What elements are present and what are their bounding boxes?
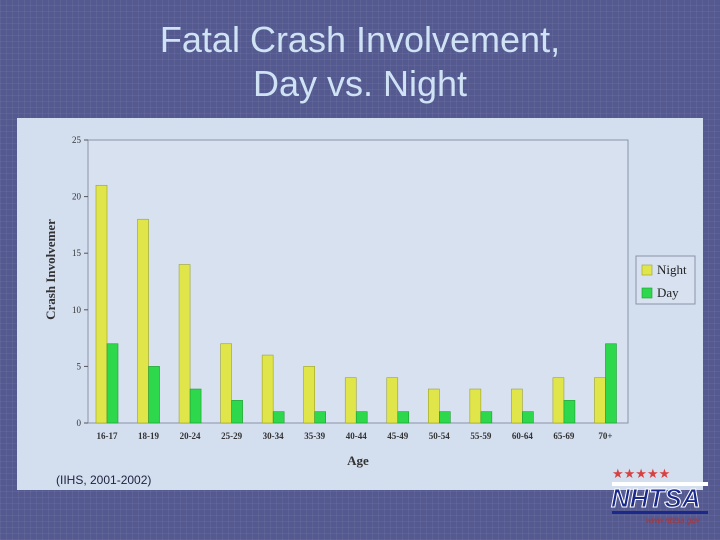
title-line-1: Fatal Crash Involvement, [159,19,561,60]
x-tick-label: 30-34 [263,431,284,441]
slide-title: Fatal Crash Involvement, Day vs. Night [0,18,720,106]
legend-swatch-day [641,287,653,299]
logo-stars-icon: ★★★★★ [612,467,670,482]
bar-day [397,411,410,424]
logo-stripe [612,482,708,486]
bar-day [605,343,617,424]
x-tick-label: 40-44 [346,431,367,441]
bar-night [178,264,191,424]
bar-night [428,388,440,424]
bar-day [106,343,119,424]
nhtsa-logo: ★★★★★ NHTSA www.nhtsa.gov [608,466,712,528]
y-tick-label: 25 [72,135,82,145]
y-tick-label: 10 [72,305,82,315]
bar-day [522,411,534,424]
bar-day [189,388,202,424]
legend-label-day: Day [657,285,679,300]
title-line-2: Day vs. Night [252,63,468,104]
x-tick-label: 65-69 [553,431,574,441]
legend-label-night: Night [657,262,687,277]
bar-day [148,366,160,424]
y-axis-label: Crash Involvemer [43,219,58,320]
x-tick-label: 70+ [598,431,612,441]
x-tick-label: 55-59 [470,431,491,441]
bar-day [355,411,368,424]
logo-text: NHTSA [611,483,701,513]
x-tick-label: 20-24 [180,431,201,441]
chart-panel: 0 5 10 15 20 25 16-17 18-19 20-24 25-29 30-34 35-39… [17,118,703,490]
logo-underline [612,511,708,514]
x-tick-label: 50-54 [429,431,450,441]
bar-chart: 0 5 10 15 20 25 16-17 18-19 20-24 25-29 30-34 35-39… [43,135,696,468]
y-tick-label: 5 [77,361,82,371]
bar-night [469,388,482,424]
logo-tagline: www.nhtsa.gov [646,516,701,525]
bar-night [261,354,274,424]
x-tick-label: 45-49 [387,431,408,441]
y-tick-label: 0 [77,418,82,428]
plot-area [87,139,629,424]
svg-text:★★★★★: ★★★★★ [612,467,670,482]
bar-day [480,411,493,424]
bar-day [563,400,576,424]
bar-night [552,377,565,424]
x-tick-label: 18-19 [138,431,159,441]
bar-night [220,343,232,424]
bar-night [594,377,606,424]
bar-day [231,400,243,424]
bar-night [303,366,315,424]
legend-swatch-night [641,264,653,276]
y-tick-label: 20 [72,192,82,202]
bar-day [439,411,451,424]
x-tick-label: 60-64 [512,431,533,441]
x-tick-label: 35-39 [304,431,325,441]
bar-night [137,218,149,424]
x-tick-label: 16-17 [97,431,118,441]
bar-day [272,411,285,424]
bar-night [95,184,108,424]
bar-night [344,377,357,424]
source-note: (IIHS, 2001-2002) [56,473,152,487]
bar-night [511,388,523,424]
y-tick-label: 15 [72,248,82,258]
bar-night [386,377,399,424]
x-axis-label: Age [347,453,369,468]
bar-day [314,411,326,424]
x-tick-label: 25-29 [221,431,242,441]
